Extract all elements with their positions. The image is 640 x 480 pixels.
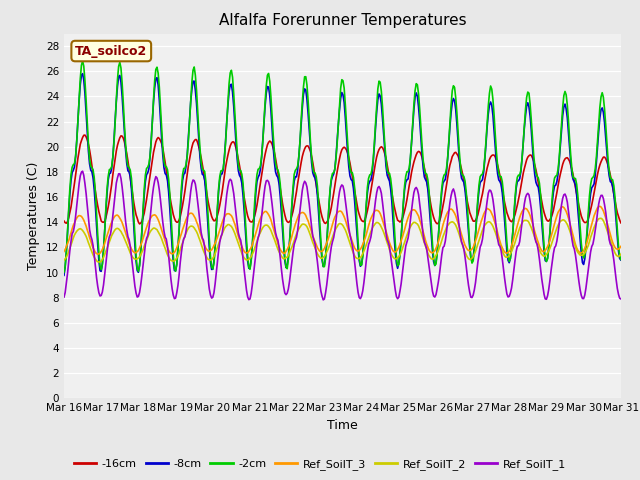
Text: TA_soilco2: TA_soilco2: [75, 45, 147, 58]
Legend: -16cm, -8cm, -2cm, Ref_SoilT_3, Ref_SoilT_2, Ref_SoilT_1: -16cm, -8cm, -2cm, Ref_SoilT_3, Ref_Soil…: [69, 455, 571, 474]
Title: Alfalfa Forerunner Temperatures: Alfalfa Forerunner Temperatures: [219, 13, 466, 28]
X-axis label: Time: Time: [327, 419, 358, 432]
Y-axis label: Temperatures (C): Temperatures (C): [28, 162, 40, 270]
